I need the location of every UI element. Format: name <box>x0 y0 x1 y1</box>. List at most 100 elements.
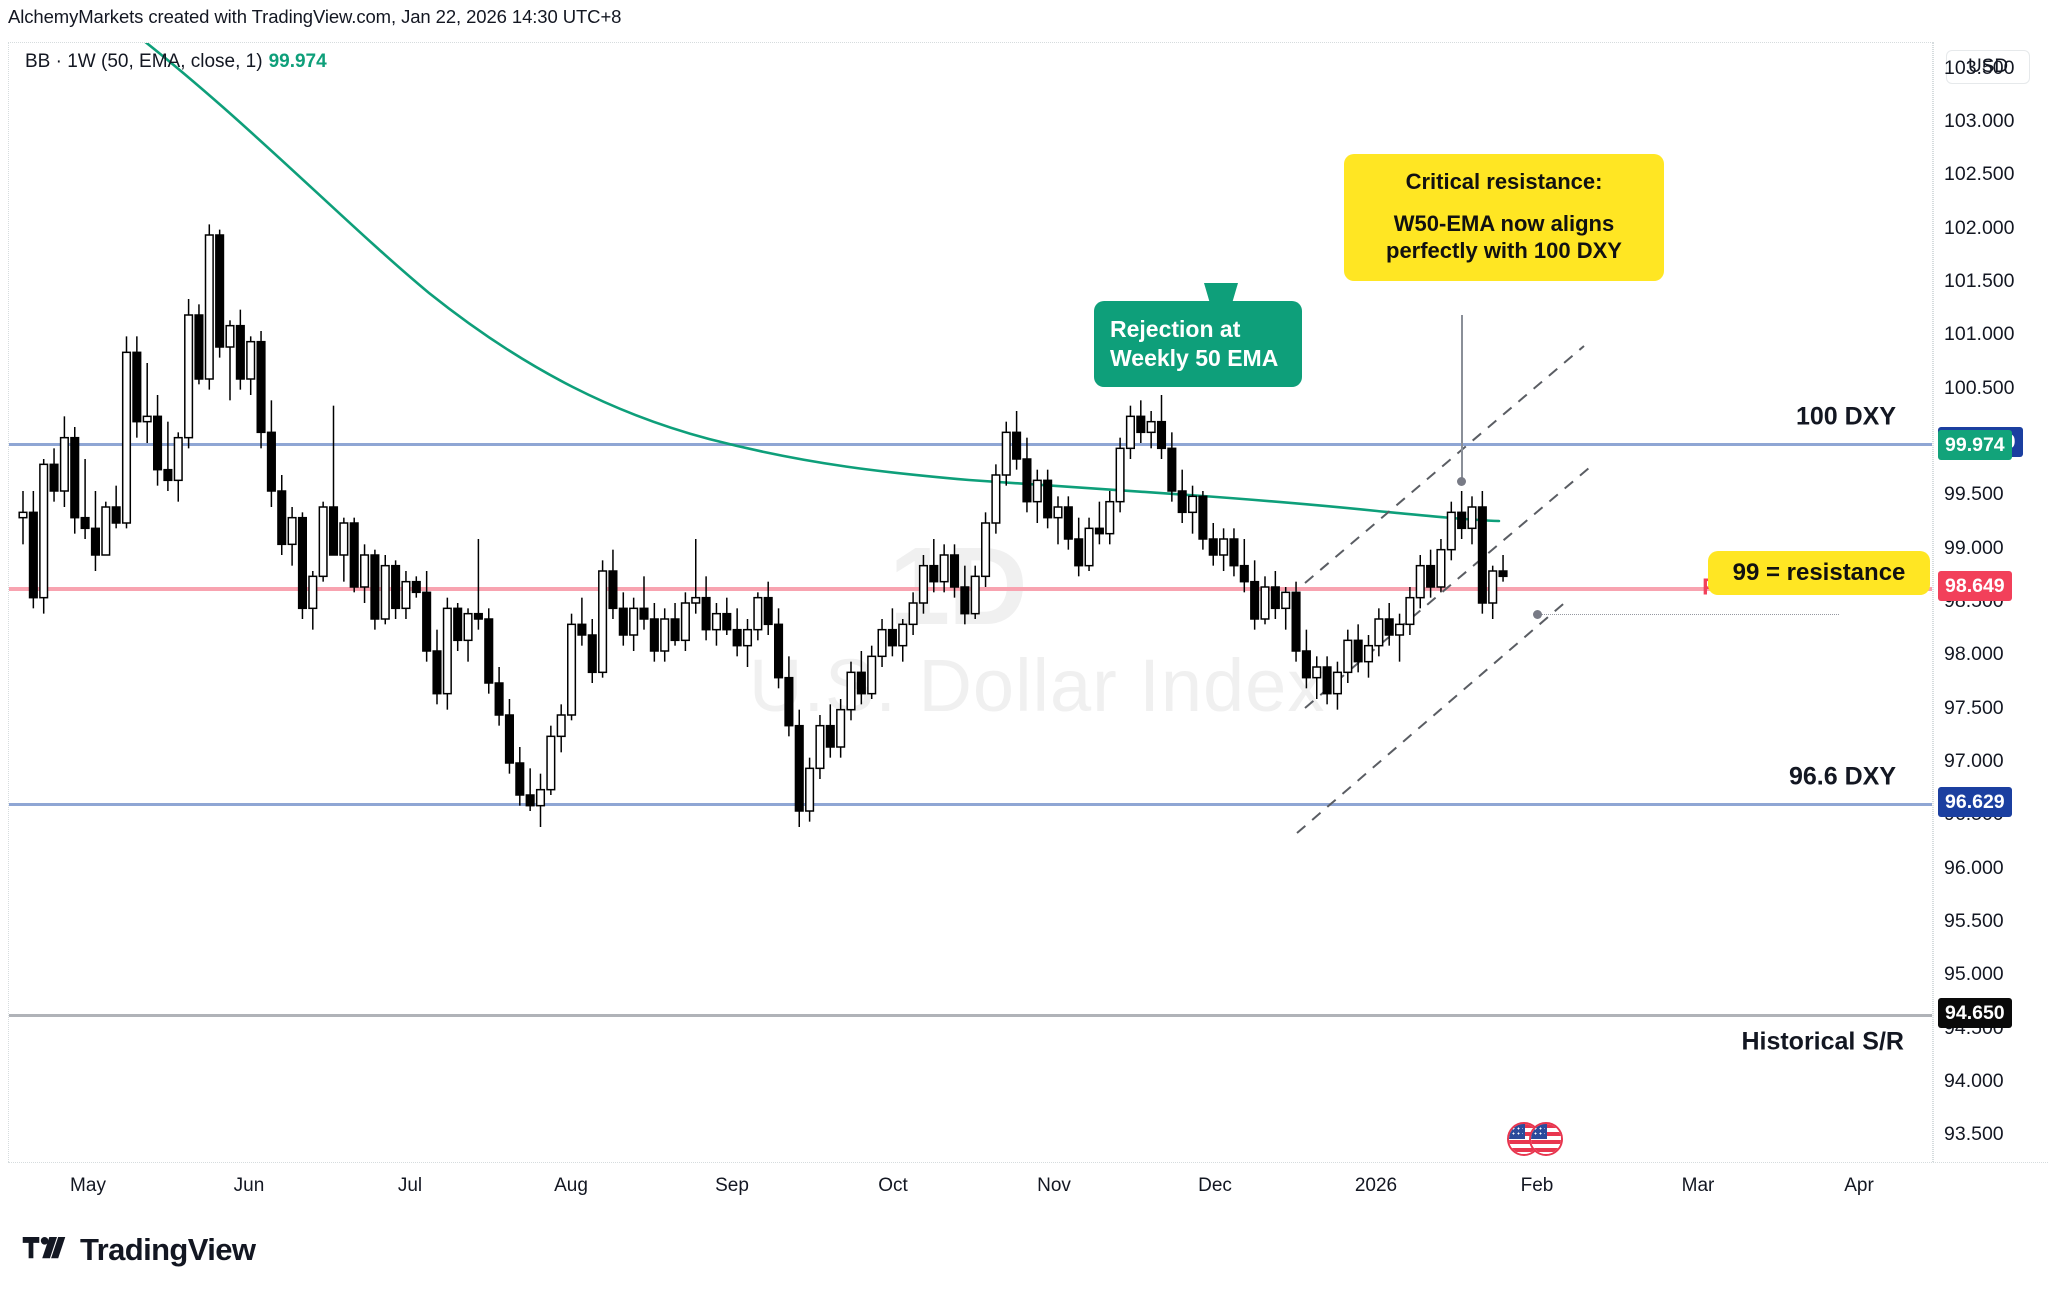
time-label: Mar <box>1681 1175 1715 1196</box>
time-label: Nov <box>1037 1175 1071 1196</box>
level-line-potential-sr[interactable] <box>9 587 1932 592</box>
candle <box>1105 491 1115 545</box>
candle <box>794 709 804 827</box>
candle <box>1384 603 1394 646</box>
candle <box>1488 565 1498 619</box>
candle <box>153 395 163 486</box>
candle <box>204 224 214 390</box>
candle <box>836 699 846 758</box>
candle <box>1229 528 1239 577</box>
candle <box>711 603 722 646</box>
candle <box>121 336 132 529</box>
attribution-text: AlchemyMarkets created with TradingView.… <box>8 6 622 27</box>
time-label: 2026 <box>1354 1175 1398 1196</box>
candle <box>328 405 339 556</box>
price-axis[interactable]: USD 103.500 103.000 102.500 102.000 101.500 1… <box>1933 42 2048 1162</box>
level-line-100-dxy[interactable] <box>9 443 1932 446</box>
candle <box>1032 469 1042 523</box>
time-label: Sep <box>715 1175 749 1196</box>
candle <box>473 539 483 630</box>
candle <box>1022 437 1032 513</box>
candle <box>484 608 494 694</box>
candle <box>142 363 152 443</box>
candle <box>1363 635 1374 678</box>
candle <box>1281 587 1291 630</box>
candle <box>929 539 939 593</box>
candle <box>1415 555 1425 609</box>
callout-line-3: W50-EMA now aligns <box>1393 210 1615 236</box>
candle <box>732 608 742 657</box>
legend-indicator-label: BB · 1W (50, EMA, close, 1) <box>25 51 263 72</box>
ema-50w-line <box>144 43 1501 523</box>
level-line-96-6-dxy[interactable] <box>9 802 1932 806</box>
time-label: Apr <box>1844 1175 1874 1196</box>
candle <box>246 336 256 395</box>
candle <box>163 421 173 491</box>
callout-99-resistance[interactable]: 99 = resistance <box>1708 551 1930 595</box>
candle <box>1156 395 1167 459</box>
candle <box>49 448 59 502</box>
candle <box>898 619 908 662</box>
tradingview-mark-icon <box>22 1237 66 1259</box>
candle <box>411 576 421 598</box>
candle <box>981 512 991 587</box>
time-label: May <box>70 1175 106 1196</box>
candle <box>453 603 463 651</box>
candle <box>680 592 690 651</box>
candle <box>1374 608 1384 657</box>
candle <box>1167 432 1177 502</box>
candle <box>28 491 38 609</box>
candle <box>432 629 442 705</box>
callout-line-4: perfectly with 100 DXY <box>1386 238 1622 264</box>
time-axis[interactable]: May Jun Jul Aug Sep Oct Nov Dec 2026 Feb Mar Apr <box>8 1162 2048 1210</box>
resistance-99-label: 99 = resistance <box>1732 559 1906 586</box>
callout-rejection-at-ema[interactable]: Rejection at Weekly 50 EMA <box>1094 301 1302 387</box>
candle <box>670 603 680 646</box>
candle <box>277 475 287 555</box>
candle <box>856 651 866 705</box>
price-tag-badge: 99.974 <box>1938 429 2012 460</box>
tradingview-logo[interactable]: TradingView <box>22 1232 256 1268</box>
time-label: Jun <box>233 1175 265 1196</box>
candle <box>1332 661 1343 710</box>
candle <box>1260 576 1270 625</box>
candle <box>70 427 80 534</box>
candle <box>1353 624 1363 673</box>
candle <box>1291 581 1301 662</box>
indicator-legend[interactable]: BB · 1W (50, EMA, close, 1) 99.974 <box>25 51 327 73</box>
time-label: Jul <box>397 1175 423 1196</box>
candle <box>918 555 929 614</box>
us-flag-icon-2[interactable] <box>1529 1122 1563 1156</box>
candle <box>691 539 701 614</box>
candle <box>297 512 307 619</box>
candle <box>991 464 1001 534</box>
candle <box>1053 496 1063 545</box>
candle <box>763 581 773 635</box>
callout-line-spacer <box>1356 196 1652 210</box>
currency-pill[interactable]: USD <box>1946 50 2030 84</box>
candle <box>1405 587 1415 635</box>
candle <box>556 704 566 753</box>
candle <box>701 576 711 641</box>
candle <box>815 715 825 779</box>
price-tick: 101.000 <box>1944 323 2015 346</box>
candle <box>39 459 49 614</box>
candle <box>1426 549 1436 598</box>
candle <box>339 517 349 582</box>
candle <box>949 544 960 598</box>
candle <box>877 619 887 667</box>
candle <box>184 299 194 449</box>
candle <box>598 560 608 678</box>
candle <box>1446 501 1456 561</box>
candle <box>639 576 649 630</box>
callout-critical-resistance[interactable]: Critical resistance: W50-EMA now aligns … <box>1344 154 1664 282</box>
time-label: Feb <box>1520 1175 1554 1196</box>
candle <box>970 565 980 619</box>
price-tag-badge: 96.629 <box>1938 786 2012 817</box>
level-line-historical-s-r[interactable] <box>9 1013 1932 1017</box>
candle <box>370 549 380 630</box>
candle <box>825 704 835 758</box>
candle <box>132 336 142 438</box>
candle <box>194 304 204 385</box>
candle <box>960 565 970 625</box>
